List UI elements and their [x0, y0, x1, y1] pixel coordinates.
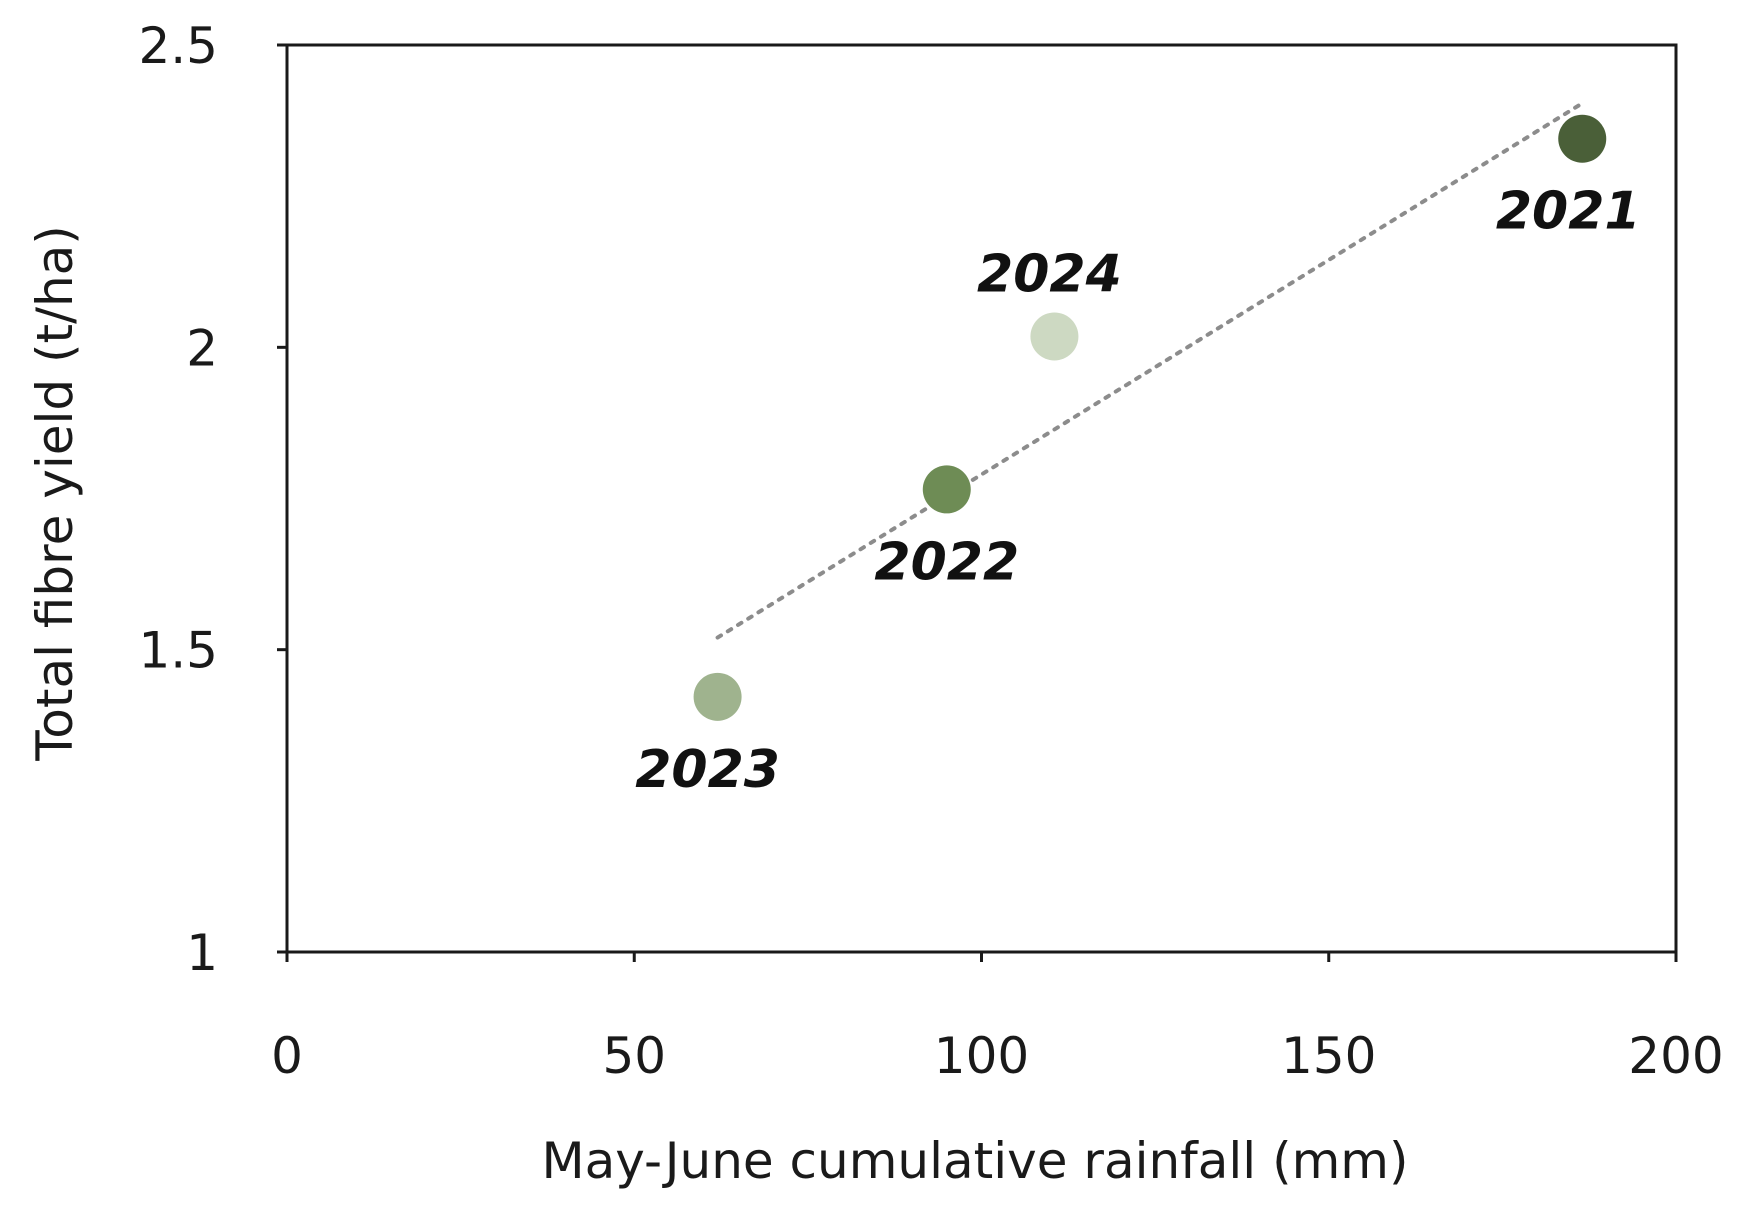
y-tick-label: 2 [186, 319, 218, 377]
point-label: 2022 [874, 532, 1019, 592]
x-tick-label: 100 [934, 1027, 1029, 1085]
data-point [922, 465, 971, 514]
x-tick-label: 0 [271, 1027, 303, 1085]
data-points [693, 114, 1607, 721]
point-label: 2023 [635, 740, 780, 800]
y-axis-title: Total fibre yield (t/ha) [26, 225, 84, 762]
point-label: 2021 [1496, 182, 1641, 242]
point-label: 2024 [977, 244, 1122, 304]
data-point [1030, 312, 1079, 361]
x-tick-label: 150 [1281, 1027, 1376, 1085]
y-tick-label: 2.5 [138, 17, 218, 75]
data-point [693, 672, 742, 721]
y-tick-label: 1 [186, 924, 218, 982]
plot-frame [285, 43, 1678, 954]
y-tick-label: 1.5 [138, 622, 218, 680]
x-tick-label: 50 [602, 1027, 666, 1085]
data-point [1558, 114, 1607, 163]
point-labels: 2021 2022 2023 2024 [635, 182, 1640, 800]
trendline [715, 103, 1581, 640]
trendline-layer [715, 103, 1581, 640]
axes: 0 50 100 150 200 1 1.5 2 2.5 [138, 17, 1723, 1085]
x-axis-title: May-June cumulative rainfall (mm) [541, 1132, 1408, 1190]
x-tick-label: 200 [1628, 1027, 1723, 1085]
